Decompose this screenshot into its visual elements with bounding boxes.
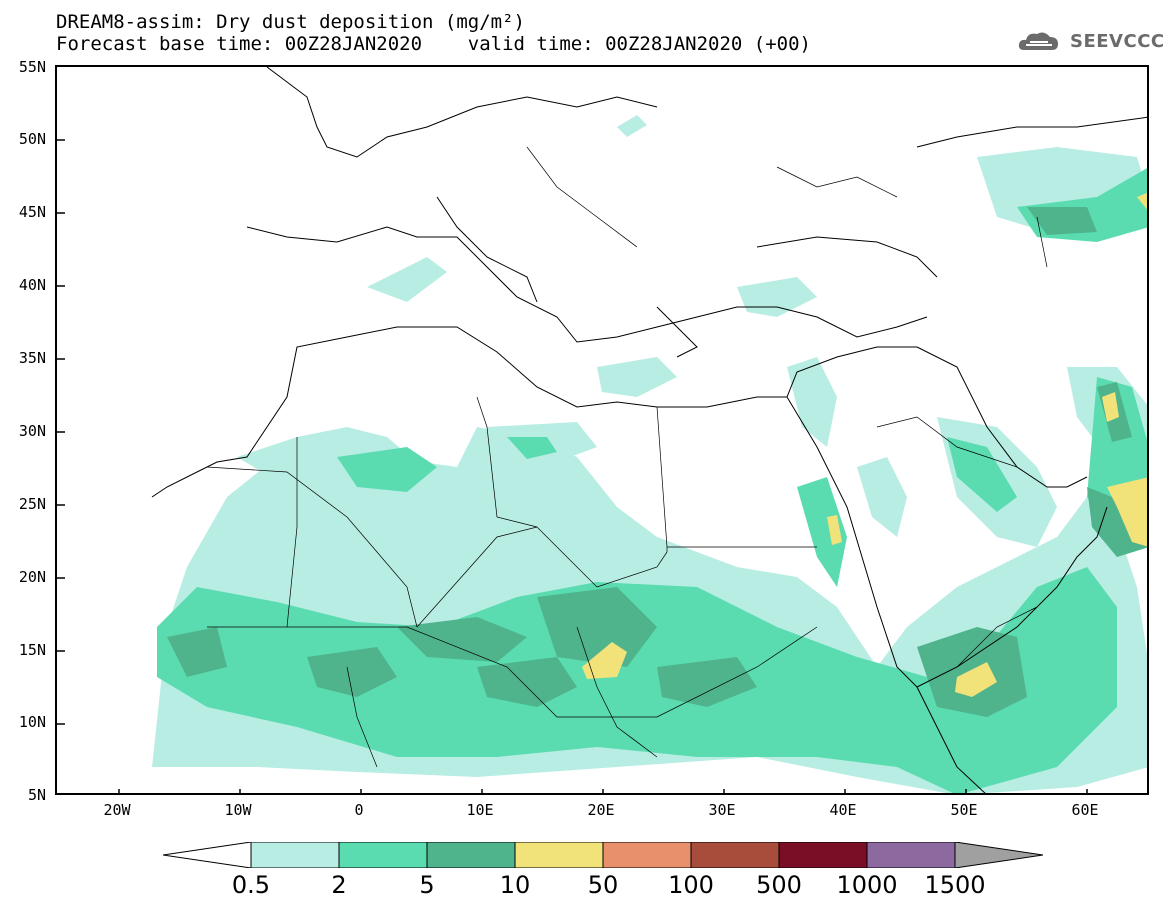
colorbar-segment — [690, 842, 780, 868]
lat-label: 5N — [27, 786, 46, 804]
dust-field-high — [582, 192, 1147, 697]
colorbar-segment — [778, 842, 868, 868]
colorbar-label: 1500 — [924, 871, 986, 899]
lat-label: 20N — [18, 568, 46, 586]
lat-label: 50N — [18, 130, 46, 148]
colorbar-segment — [514, 842, 604, 868]
colorbar-label: 500 — [756, 871, 802, 899]
coastlines — [151, 67, 1147, 793]
axis-ticks — [57, 139, 1088, 793]
logo-text: SEEVCCC — [1070, 31, 1165, 52]
colorbar-label: 50 — [587, 871, 619, 899]
lon-label: 10E — [466, 801, 494, 819]
map-canvas — [57, 67, 1147, 793]
lat-label: 45N — [18, 203, 46, 221]
lon-label: 30E — [708, 801, 736, 819]
colorbar-label: 10 — [499, 871, 531, 899]
lon-label: 0 — [354, 801, 364, 819]
cloud-icon — [1018, 32, 1058, 50]
lon-label: 20W — [103, 801, 131, 819]
map-title: DREAM8-assim: Dry dust deposition (mg/m²… — [56, 11, 525, 33]
colorbar-label: 1000 — [836, 871, 898, 899]
colorbar-segment — [163, 842, 252, 868]
colorbar-segment — [250, 842, 340, 868]
forecast-time-line: Forecast base time: 00Z28JAN2020 valid t… — [56, 33, 811, 55]
colorbar-segment — [866, 842, 956, 868]
lon-label: 10W — [224, 801, 252, 819]
lat-label: 15N — [18, 641, 46, 659]
lat-label: 25N — [18, 495, 46, 513]
lat-label: 35N — [18, 349, 46, 367]
colorbar — [163, 842, 1043, 868]
colorbar-label: 5 — [419, 871, 435, 899]
lat-label: 10N — [18, 713, 46, 731]
lon-label: 60E — [1071, 801, 1099, 819]
colorbar-label: 0.5 — [231, 871, 271, 899]
dust-deposition-map — [55, 65, 1149, 795]
colorbar-segment — [338, 842, 428, 868]
colorbar-segment — [602, 842, 692, 868]
colorbar-segment — [954, 842, 1043, 868]
lon-label: 50E — [950, 801, 978, 819]
lat-label: 40N — [18, 276, 46, 294]
lat-label: 30N — [18, 422, 46, 440]
colorbar-segment — [426, 842, 516, 868]
lon-label: 40E — [829, 801, 857, 819]
country-borders — [206, 146, 1048, 768]
lon-label: 20E — [587, 801, 615, 819]
colorbar-label: 2 — [331, 871, 347, 899]
lat-label: 55N — [18, 58, 46, 76]
colorbar-label: 100 — [668, 871, 714, 899]
